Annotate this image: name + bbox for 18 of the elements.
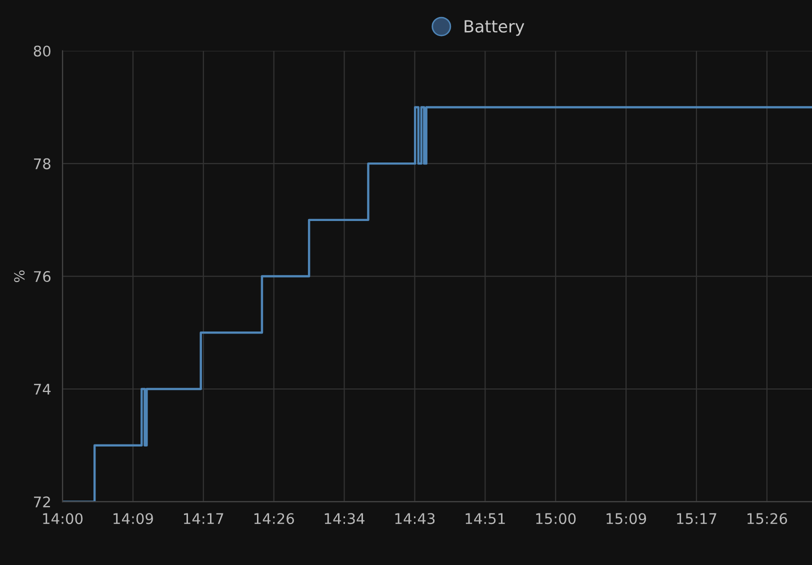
x-tick-label: 15:17	[677, 513, 716, 524]
x-tick-label: 14:51	[466, 513, 505, 524]
y-axis-title: %	[14, 270, 25, 282]
y-tick-label: 74	[34, 384, 51, 395]
x-tick-label: 15:26	[748, 513, 788, 524]
y-tick-label: 72	[34, 496, 50, 508]
y-tick-label: 78	[34, 158, 50, 170]
x-tick-label: 14:26	[254, 513, 294, 524]
legend-label: Battery	[464, 20, 524, 36]
x-tick-label: 14:34	[324, 513, 364, 524]
x-tick-label: 15:09	[606, 513, 646, 524]
x-tick-label: 14:09	[114, 513, 153, 524]
x-tick-label: 14:17	[184, 513, 224, 524]
x-tick-label: 14:00	[43, 513, 83, 524]
y-tick-label: 80	[34, 46, 50, 57]
x-tick-label: 14:43	[395, 513, 435, 524]
y-tick-label: 76	[34, 271, 50, 282]
x-tick-label: 15:00	[536, 513, 576, 524]
